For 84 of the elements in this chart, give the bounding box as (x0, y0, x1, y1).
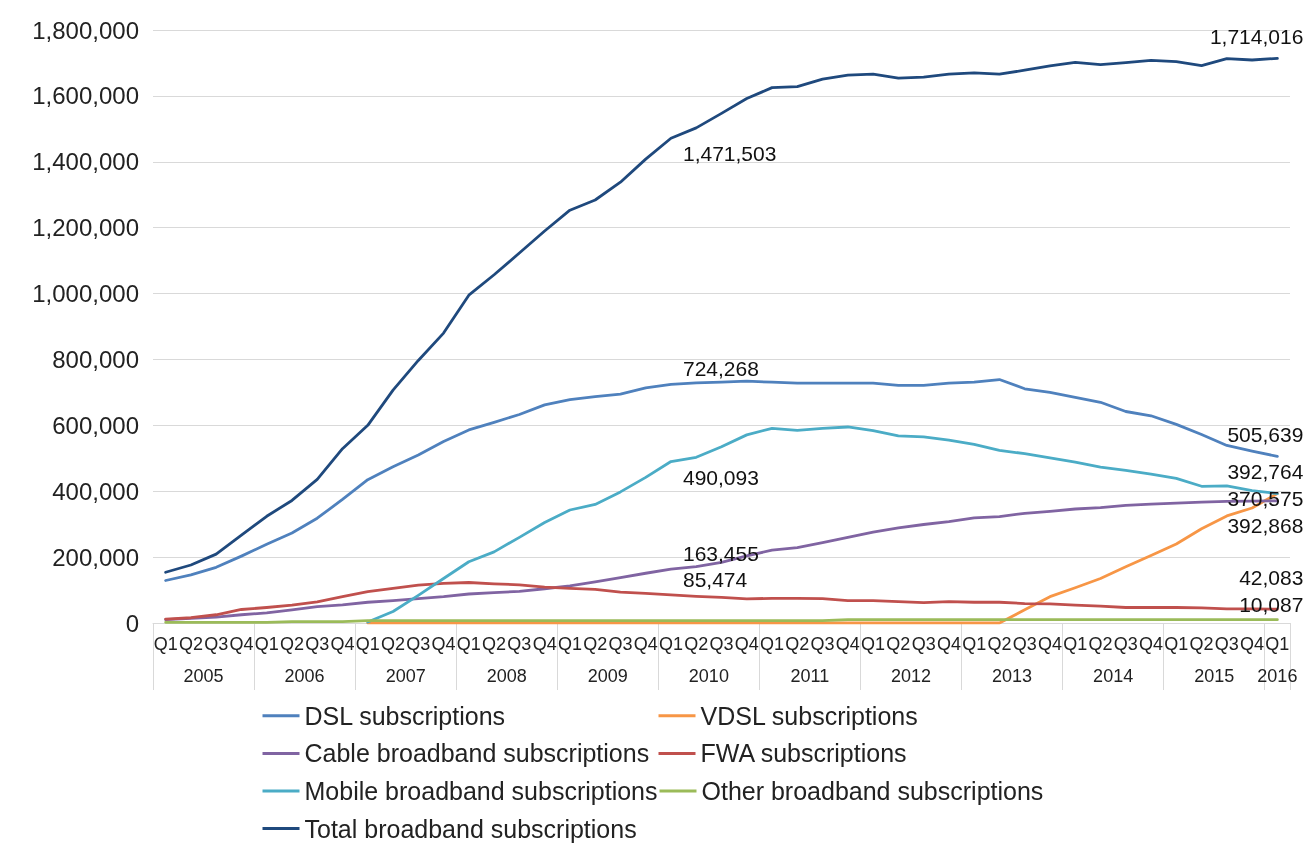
y-tick-label: 1,800,000 (32, 16, 139, 44)
y-tick-label: 1,000,000 (32, 280, 139, 308)
x-tick-label: Q3 (911, 634, 936, 654)
x-tick-label: Q2 (381, 634, 406, 654)
x-tick-label: Q1 (1265, 634, 1290, 654)
text: 2009 (587, 666, 628, 686)
x-tick-label: Q3 (305, 634, 330, 654)
text: 2006 (284, 666, 325, 686)
x-tick-label: Q4 (1139, 634, 1164, 654)
x-tick-label: Q4 (633, 634, 658, 654)
text: 2007 (385, 666, 426, 686)
x-tick-label: Q4 (835, 634, 860, 654)
y-tick-label: 400,000 (52, 477, 139, 505)
legend-label: FWA subscriptions (700, 739, 907, 768)
x-tick-label: Q2 (785, 634, 810, 654)
x-tick-label: Q4 (330, 634, 355, 654)
x-tick-label: Q1 (153, 634, 178, 654)
y-tick-label: 600,000 (52, 411, 139, 439)
x-tick-label: Q3 (507, 634, 532, 654)
x-tick-label: Q2 (1088, 634, 1113, 654)
x-tick-label: Q4 (1240, 634, 1265, 654)
x-tick-label: Q2 (279, 634, 304, 654)
x-tick-label: Q2 (178, 634, 203, 654)
data-label: 1,471,503 (682, 142, 777, 166)
text: 2014 (1093, 666, 1134, 686)
text: 2005 (183, 666, 224, 686)
y-tick-label: 1,600,000 (32, 82, 139, 110)
x-tick-label: Q2 (987, 634, 1012, 654)
x-tick-label: Q1 (1063, 634, 1088, 654)
x-tick-label: Q3 (1113, 634, 1138, 654)
x-tick-label: Q2 (684, 634, 709, 654)
legend-label: VDSL subscriptions (700, 701, 918, 730)
x-tick-label: Q3 (406, 634, 431, 654)
data-label: 1,714,016 (1209, 24, 1304, 48)
legend-label: Total broadband subscriptions (304, 814, 637, 843)
x-tick-label: Q3 (810, 634, 835, 654)
x-tick-label: Q1 (1164, 634, 1189, 654)
text: 2013 (992, 666, 1033, 686)
legend-label: Mobile broadband subscriptions (304, 777, 658, 805)
data-label: 505,639 (1227, 422, 1304, 446)
y-tick-label: 0 (125, 609, 139, 637)
text: 2008 (486, 666, 527, 686)
x-tick-label: Q4 (431, 634, 456, 654)
y-tick-label: 1,400,000 (32, 148, 139, 176)
y-tick-label: 800,000 (52, 345, 139, 373)
x-tick-label: Q1 (254, 634, 279, 654)
x-tick-label: Q4 (1037, 634, 1062, 654)
x-tick-label: Q1 (557, 634, 582, 654)
data-label: 392,764 (1227, 460, 1304, 484)
x-tick-label: Q2 (1189, 634, 1214, 654)
data-label: 392,868 (1227, 514, 1304, 538)
data-label: 42,083 (1239, 566, 1304, 590)
x-tick-label: Q2 (886, 634, 911, 654)
x-tick-label: Q2 (482, 634, 507, 654)
x-tick-label: Q1 (355, 634, 380, 654)
x-tick-label: Q1 (760, 634, 785, 654)
x-tick-label: Q1 (456, 634, 481, 654)
text: 2011 (790, 666, 830, 686)
x-tick-label: Q3 (1214, 634, 1239, 654)
text: 2016 (1257, 666, 1298, 686)
x-tick-label: Q4 (532, 634, 557, 654)
legend-label: Cable broadband subscriptions (304, 739, 650, 768)
data-label: 724,268 (682, 357, 759, 381)
text: 2015 (1194, 666, 1235, 686)
x-tick-label: Q3 (608, 634, 633, 654)
x-tick-label: Q1 (658, 634, 683, 654)
x-tick-label: Q1 (861, 634, 886, 654)
text: 2010 (688, 666, 729, 686)
legend-label: Other broadband subscriptions (701, 777, 1044, 805)
data-label: 490,093 (682, 465, 759, 489)
text: 2012 (890, 666, 932, 686)
x-tick-label: Q4 (229, 634, 254, 654)
legend-label: DSL subscriptions (304, 701, 506, 730)
x-tick-label: Q4 (734, 634, 759, 654)
y-tick-label: 1,200,000 (32, 214, 139, 242)
x-tick-label: Q1 (962, 634, 987, 654)
x-tick-label: Q3 (1012, 634, 1037, 654)
y-tick-label: 200,000 (52, 543, 139, 571)
data-label: 163,455 (682, 542, 759, 566)
x-tick-label: Q2 (583, 634, 608, 654)
data-label: 85,474 (682, 567, 748, 591)
x-tick-label: Q3 (709, 634, 734, 654)
x-tick-label: Q4 (936, 634, 961, 654)
x-tick-label: Q3 (204, 634, 229, 654)
